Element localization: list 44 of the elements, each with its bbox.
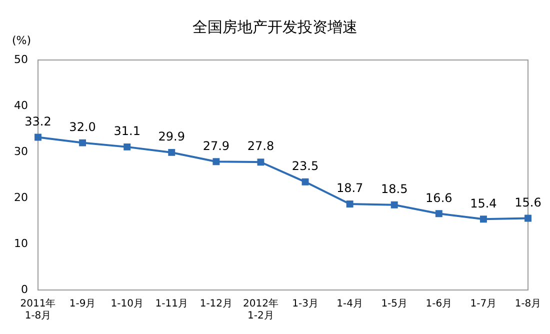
x-tick-label: 1-7月 <box>470 298 497 310</box>
text: 18.7 <box>336 181 364 196</box>
text: 27.8 <box>247 139 274 154</box>
point <box>346 200 354 208</box>
x-tick-label: 1-11月 <box>155 298 188 310</box>
x-tick-label: 2012年 1-2月 <box>243 298 278 322</box>
point <box>79 139 86 146</box>
y-tick-label: 30 <box>14 144 28 158</box>
point <box>435 210 442 218</box>
text: 23.5 <box>292 159 319 174</box>
y-tick-label: 20 <box>14 190 28 204</box>
x-tick-label: 1-3月 <box>292 298 318 310</box>
point <box>524 214 532 222</box>
y-tick-label: 0 <box>20 282 28 296</box>
y-tick-label: 40 <box>14 98 28 112</box>
text: 15.4 <box>470 196 497 210</box>
chart-title: 全国房地产开发投资增速 <box>192 18 358 36</box>
point <box>390 201 398 208</box>
text: 31.1 <box>114 124 140 138</box>
y-axis-title: (%) <box>12 34 32 47</box>
text: 16.6 <box>426 190 452 205</box>
x-tick-label: 1-10月 <box>110 298 144 310</box>
text: 27.9 <box>202 138 230 153</box>
y-tick-label: 10 <box>14 236 28 250</box>
y-tick-label: 50 <box>14 52 28 66</box>
x-tick-label: 1-4月 <box>336 298 363 310</box>
text: 29.9 <box>158 130 185 144</box>
x-tick-label: 1-8月 <box>514 298 542 310</box>
point <box>257 158 264 166</box>
point <box>168 148 176 156</box>
point <box>124 143 131 150</box>
text: 18.5 <box>381 182 408 196</box>
text: 33.2 <box>24 114 52 128</box>
x-tick-label: 1-5月 <box>381 298 408 310</box>
x-tick-label: 2011年 1-8月 <box>20 298 56 322</box>
text: 15.6 <box>514 195 542 210</box>
point <box>34 134 42 141</box>
x-tick-label: 1-6月 <box>426 298 452 310</box>
x-tick-label: 1-12月 <box>200 298 233 310</box>
point <box>480 216 487 223</box>
x-tick-label: 1-9月 <box>69 298 96 310</box>
point <box>302 178 309 186</box>
point <box>212 158 220 166</box>
text: 32.0 <box>69 120 96 134</box>
